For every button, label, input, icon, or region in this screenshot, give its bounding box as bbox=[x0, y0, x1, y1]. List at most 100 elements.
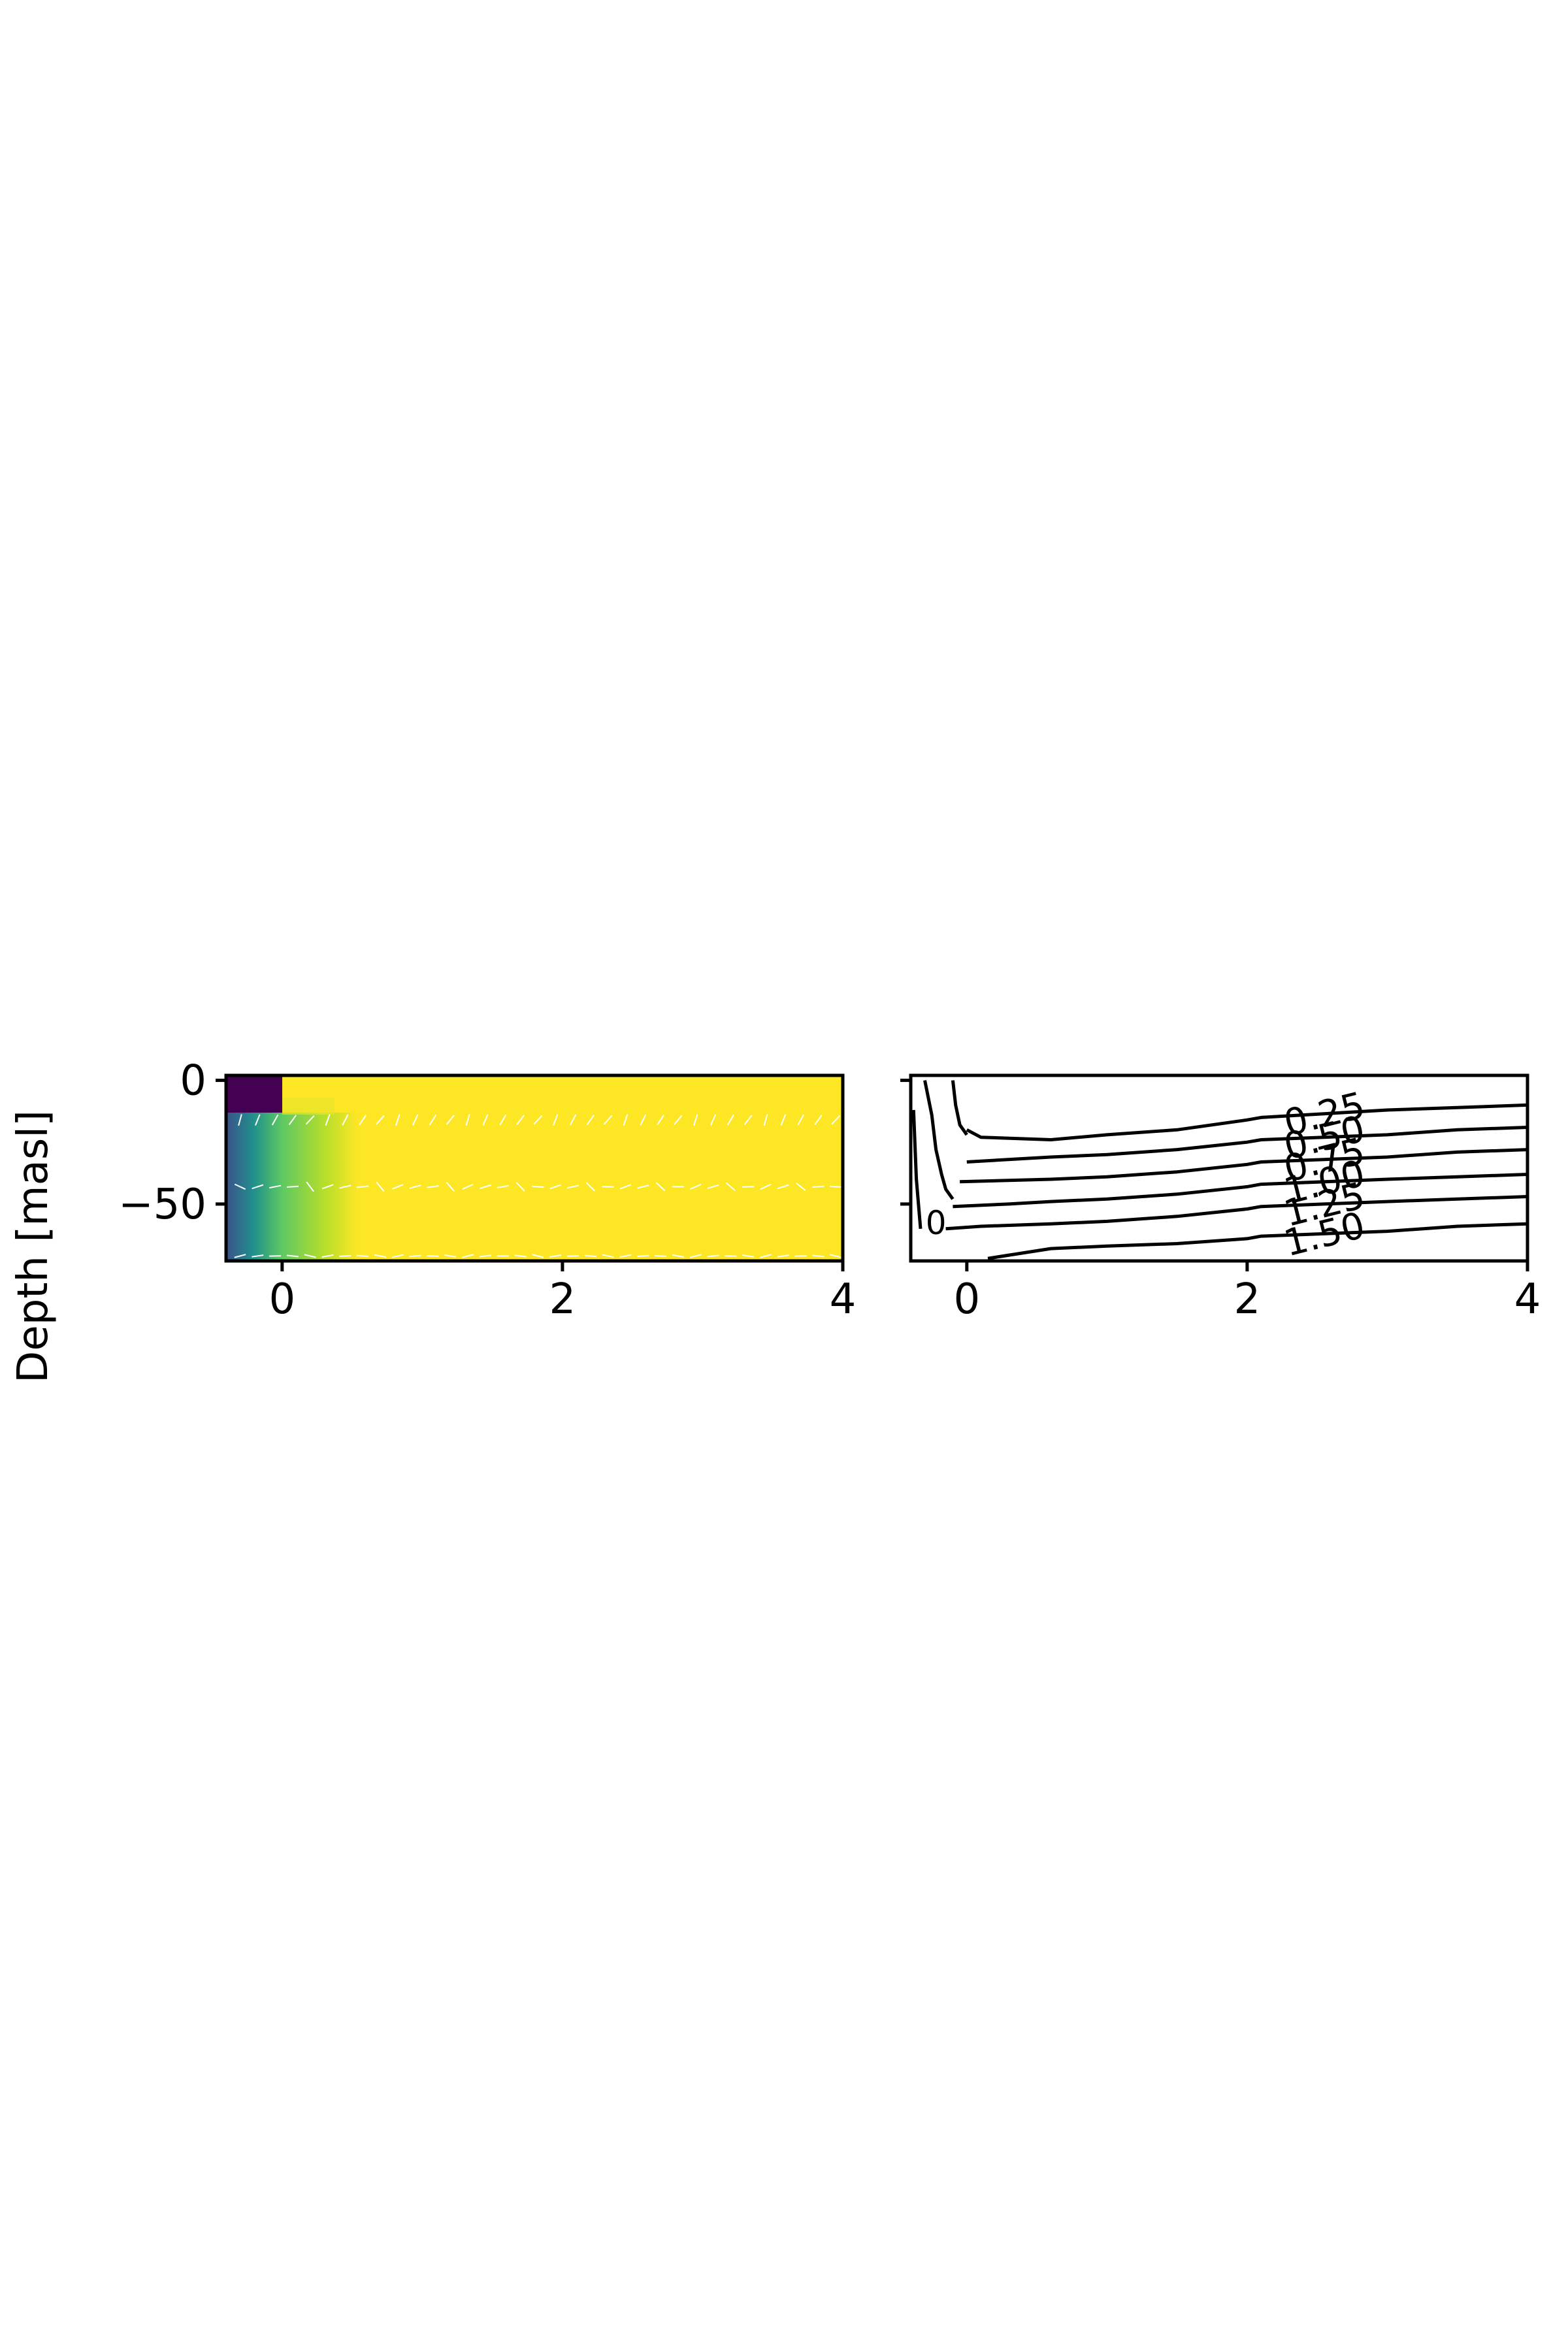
vector-arrow bbox=[619, 1184, 632, 1190]
vector-arrow bbox=[376, 1115, 385, 1125]
contour-line-0-75 bbox=[960, 1148, 1527, 1184]
vector-arrow bbox=[480, 1184, 491, 1189]
vector-arrow bbox=[514, 1254, 527, 1258]
vector-arrow bbox=[549, 1254, 562, 1258]
vector-arrow bbox=[674, 1115, 683, 1125]
vector-arrow bbox=[553, 1114, 559, 1126]
heatmap-axes-frame bbox=[224, 1073, 845, 1263]
vector-arrow bbox=[412, 1114, 419, 1126]
heatmap-panel: 0 2 4 0 −50 bbox=[118, 1057, 856, 1324]
vector-arrow bbox=[637, 1184, 649, 1189]
vector-arrow bbox=[532, 1254, 544, 1258]
vector-arrow bbox=[780, 1114, 787, 1126]
vector-arrow bbox=[286, 1185, 299, 1188]
contour-line-0-50 bbox=[966, 1126, 1527, 1164]
vector-arrow bbox=[395, 1114, 400, 1126]
vector-arrow bbox=[814, 1115, 823, 1126]
vector-arrow bbox=[690, 1183, 702, 1190]
vector-arrow bbox=[742, 1254, 755, 1258]
vector-arrow bbox=[462, 1254, 474, 1258]
contour-line-edge bbox=[911, 1109, 923, 1230]
vector-arrow bbox=[252, 1184, 264, 1190]
vector-arrow bbox=[760, 1254, 772, 1258]
vector-arrow bbox=[760, 1183, 772, 1190]
vector-arrow bbox=[374, 1254, 387, 1258]
vector-arrow bbox=[586, 1115, 595, 1126]
vector-arrow bbox=[306, 1181, 314, 1192]
vector-arrow bbox=[585, 1182, 595, 1192]
vector-arrow bbox=[640, 1114, 647, 1126]
vector-arrow bbox=[602, 1186, 614, 1188]
vector-arrow bbox=[462, 1183, 474, 1190]
x-tick-label: 2 bbox=[549, 1275, 576, 1324]
vector-arrow bbox=[777, 1254, 789, 1258]
vector-arrow bbox=[446, 1115, 455, 1125]
vector-arrow bbox=[812, 1185, 825, 1188]
vector-arrow bbox=[655, 1182, 666, 1192]
vector-arrow bbox=[830, 1185, 842, 1188]
vector-arrow bbox=[693, 1114, 698, 1126]
vector-arrow bbox=[603, 1115, 613, 1125]
vector-arrow bbox=[321, 1254, 334, 1258]
contour-axes-frame bbox=[909, 1073, 1529, 1263]
vector-arrow bbox=[254, 1114, 261, 1126]
vector-arrow bbox=[392, 1184, 404, 1190]
y-tick-label: −50 bbox=[118, 1181, 206, 1229]
contour-line-1-00 bbox=[953, 1173, 1527, 1209]
y-axis-label: Depth [masl] bbox=[9, 1110, 57, 1383]
heatmap-cell-transition bbox=[282, 1098, 335, 1115]
vector-arrow bbox=[725, 1182, 736, 1192]
vector-arrow bbox=[269, 1184, 282, 1189]
contour-line-0-25 bbox=[966, 1103, 1527, 1141]
vector-arrow bbox=[321, 1184, 334, 1190]
vector-arrow bbox=[566, 1184, 580, 1189]
vector-arrow bbox=[286, 1254, 299, 1258]
heatmap-cell-dark-topleft bbox=[226, 1075, 282, 1113]
vector-arrow bbox=[339, 1184, 351, 1189]
x-tick-label: 4 bbox=[830, 1275, 857, 1324]
vector-arrow bbox=[763, 1114, 768, 1126]
vector-arrow bbox=[499, 1114, 507, 1126]
contour-ticks: 0 2 4 bbox=[900, 1079, 1541, 1324]
vector-arrow bbox=[569, 1114, 577, 1126]
vector-arrow bbox=[707, 1254, 719, 1258]
vector-arrow bbox=[304, 1254, 316, 1258]
vector-arrow bbox=[707, 1184, 719, 1189]
vector-arrow bbox=[444, 1254, 457, 1258]
vector-field bbox=[234, 1114, 842, 1258]
vector-arrow bbox=[516, 1115, 525, 1125]
vector-arrow bbox=[497, 1184, 509, 1188]
contour-panel: 0.250.500.751.001.251.500 0 2 4 bbox=[900, 1073, 1541, 1324]
vector-arrow bbox=[429, 1114, 437, 1126]
vector-arrow bbox=[359, 1115, 367, 1126]
vector-arrow bbox=[409, 1184, 421, 1189]
vector-arrow bbox=[465, 1114, 470, 1126]
vector-arrow bbox=[305, 1115, 315, 1125]
vector-arrow bbox=[742, 1186, 755, 1188]
vector-arrow bbox=[619, 1254, 632, 1258]
vector-arrow bbox=[409, 1254, 421, 1258]
vector-arrow bbox=[623, 1114, 629, 1126]
vector-arrow bbox=[325, 1114, 331, 1126]
vector-arrow bbox=[689, 1254, 702, 1258]
heatmap-ticks: 0 2 4 0 −50 bbox=[118, 1057, 856, 1324]
vector-arrow bbox=[727, 1114, 734, 1126]
vector-arrow bbox=[515, 1182, 525, 1192]
vector-arrow bbox=[234, 1183, 246, 1190]
vector-arrow bbox=[796, 1182, 806, 1191]
vector-arrow bbox=[532, 1185, 544, 1188]
y-tick-label: 0 bbox=[180, 1057, 206, 1105]
x-tick-label: 4 bbox=[1514, 1275, 1541, 1324]
vector-arrow bbox=[238, 1114, 242, 1126]
x-tick-label: 0 bbox=[269, 1275, 295, 1324]
contour-line-edge bbox=[923, 1080, 955, 1200]
contour-line-edge bbox=[951, 1080, 968, 1136]
vector-arrow bbox=[482, 1114, 489, 1126]
vector-arrow bbox=[446, 1181, 455, 1192]
vector-arrow bbox=[376, 1181, 385, 1192]
vector-arrow bbox=[584, 1254, 596, 1258]
heatmap-field bbox=[226, 1075, 843, 1261]
vector-arrow bbox=[797, 1114, 804, 1126]
vector-arrow bbox=[479, 1254, 491, 1258]
